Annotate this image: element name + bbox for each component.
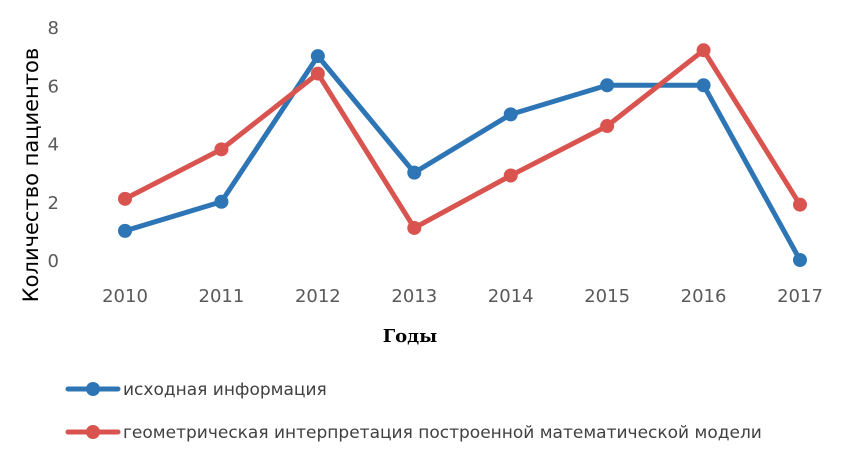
data-point bbox=[310, 66, 325, 81]
legend-item: исходная информация bbox=[65, 380, 327, 400]
x-tick-label: 2017 bbox=[777, 286, 823, 307]
data-point bbox=[503, 107, 518, 122]
x-axis-ticks: 2010 2011 2012 2013 2014 2015 2016 2017 bbox=[102, 286, 823, 307]
data-point bbox=[793, 197, 807, 212]
series-line bbox=[122, 47, 803, 231]
x-tick-label: 2015 bbox=[584, 286, 630, 307]
data-point bbox=[503, 168, 518, 183]
data-point bbox=[407, 220, 422, 235]
data-point bbox=[696, 78, 711, 93]
series-2 bbox=[118, 43, 807, 235]
data-point bbox=[600, 119, 615, 134]
legend-label: геометрическая интерпретация построенной… bbox=[123, 423, 762, 443]
data-point bbox=[118, 223, 132, 238]
y-tick-label: 0 bbox=[48, 251, 59, 272]
series-group bbox=[118, 43, 807, 267]
legend: исходная информация геометрическая интерп… bbox=[65, 380, 762, 443]
data-point bbox=[310, 49, 325, 64]
data-point bbox=[214, 142, 229, 157]
y-tick-label: 8 bbox=[48, 18, 59, 39]
x-axis-label: Годы bbox=[383, 326, 437, 347]
series-line bbox=[122, 53, 803, 263]
data-point bbox=[696, 43, 711, 58]
y-axis-label: Количество пациентов bbox=[19, 48, 43, 302]
data-point bbox=[214, 194, 229, 209]
y-axis-ticks: 0 2 4 6 8 bbox=[48, 18, 59, 272]
x-tick-label: 2014 bbox=[488, 286, 534, 307]
y-tick-label: 2 bbox=[48, 193, 59, 214]
data-point bbox=[407, 165, 422, 180]
legend-item: геометрическая интерпретация построенной… bbox=[65, 423, 762, 443]
series-1 bbox=[118, 49, 807, 267]
data-point bbox=[118, 191, 132, 206]
legend-point-marker bbox=[86, 382, 100, 396]
y-tick-label: 6 bbox=[48, 76, 59, 97]
y-tick-label: 4 bbox=[48, 135, 59, 156]
x-tick-label: 2012 bbox=[295, 286, 341, 307]
data-point bbox=[793, 253, 807, 267]
data-point bbox=[600, 78, 615, 93]
legend-point-marker bbox=[86, 425, 100, 439]
legend-label: исходная информация bbox=[123, 380, 327, 400]
x-tick-label: 2011 bbox=[199, 286, 245, 307]
x-tick-label: 2016 bbox=[681, 286, 727, 307]
x-tick-label: 2010 bbox=[102, 286, 148, 307]
x-tick-label: 2013 bbox=[391, 286, 437, 307]
